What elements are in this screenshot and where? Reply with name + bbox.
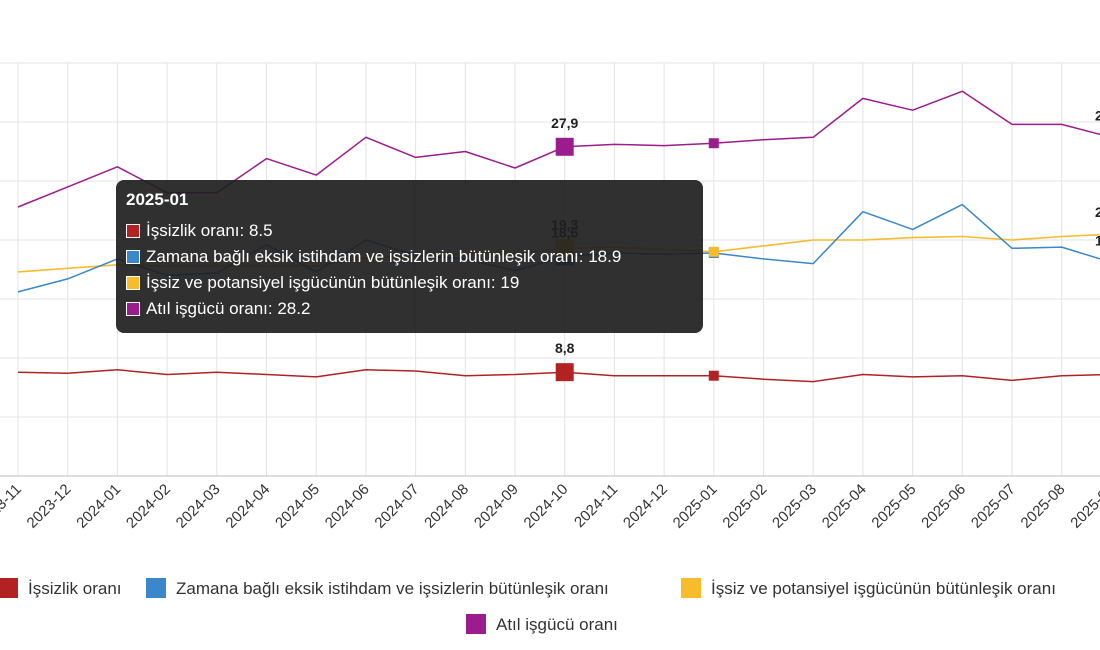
x-tick-label: 2025-05 [868, 481, 919, 532]
edge-data-label: 2 [1095, 107, 1100, 123]
tooltip-row-label: Atıl işgücü oranı: 28.2 [146, 299, 311, 318]
x-tick-label: 2024-01 [73, 481, 124, 532]
x-tick-label: 2024-03 [173, 481, 224, 532]
x-tick-label: 2025-04 [819, 481, 870, 532]
tooltip-row-issizlik: İşsizlik oranı: 8.5 [126, 218, 693, 244]
tooltip-swatch [126, 250, 140, 264]
legend-swatch [466, 614, 486, 634]
tooltip-row-atil: Atıl işgücü oranı: 28.2 [126, 296, 693, 322]
x-tick-label: 2024-10 [521, 481, 572, 532]
x-tick-label: 2025-08 [1018, 481, 1069, 532]
x-tick-label: 2025-01 [670, 481, 721, 532]
tooltip-swatch [126, 276, 140, 290]
legend-label: Zamana bağlı eksik istihdam ve işsizleri… [176, 579, 609, 598]
x-tick-label: 2025-06 [918, 481, 969, 532]
tooltip-title: 2025-01 [126, 190, 189, 209]
data-label: 27,9 [551, 115, 578, 131]
legend-swatch [681, 578, 701, 598]
data-point-highlight [555, 363, 574, 382]
tooltip-row-label: Zamana bağlı eksik istihdam ve işsizleri… [146, 247, 622, 266]
data-point-highlight [555, 137, 574, 156]
edge-data-label: 1 [1095, 232, 1100, 248]
tooltip: 2025-01 İşsizlik oranı: 8.5 Zamana bağlı… [116, 180, 703, 333]
x-tick-label: 2024-11 [571, 481, 621, 531]
data-point-marker [708, 138, 719, 149]
tooltip-swatch [126, 224, 140, 238]
data-point-marker [708, 246, 719, 257]
legend-swatch [0, 578, 18, 598]
x-tick-label: 2025-03 [769, 481, 820, 532]
x-tick-label: 2025-02 [719, 481, 770, 532]
legend-swatch [146, 578, 166, 598]
x-tick-label: 2024-06 [322, 481, 373, 532]
legend-label: İşsiz ve potansiyel işgücünün bütünleşik… [711, 579, 1056, 598]
x-tick-label: 2023-12 [24, 481, 75, 532]
x-tick-label: 2024-04 [222, 481, 273, 532]
legend-label: Atıl işgücü oranı [496, 615, 618, 634]
x-tick-label: 2024-02 [123, 481, 174, 532]
x-tick-label: 2025-07 [968, 481, 1019, 532]
legend-label: İşsizlik oranı [28, 579, 122, 598]
x-tick-label: 2023-11 [0, 481, 25, 531]
tooltip-row-label: İşsizlik oranı: 8.5 [146, 221, 273, 240]
tooltip-row-zamana: Zamana bağlı eksik istihdam ve işsizleri… [126, 244, 693, 270]
x-tick-label: 2024-05 [272, 481, 323, 532]
x-tick-label: 2024-12 [620, 481, 671, 532]
x-tick-label: 2025-09 [1067, 481, 1100, 532]
data-point-marker [708, 370, 719, 381]
x-tick-label: 2024-07 [371, 481, 422, 532]
tooltip-row-label: İşsiz ve potansiyel işgücünün bütünleşik… [146, 273, 520, 292]
tooltip-row-potansiyel: İşsiz ve potansiyel işgücünün bütünleşik… [126, 270, 693, 296]
data-label: 8,8 [555, 340, 575, 356]
x-tick-label: 2024-09 [471, 481, 522, 532]
tooltip-swatch [126, 302, 140, 316]
edge-data-label: 2 [1095, 204, 1100, 220]
x-tick-label: 2024-08 [421, 481, 472, 532]
